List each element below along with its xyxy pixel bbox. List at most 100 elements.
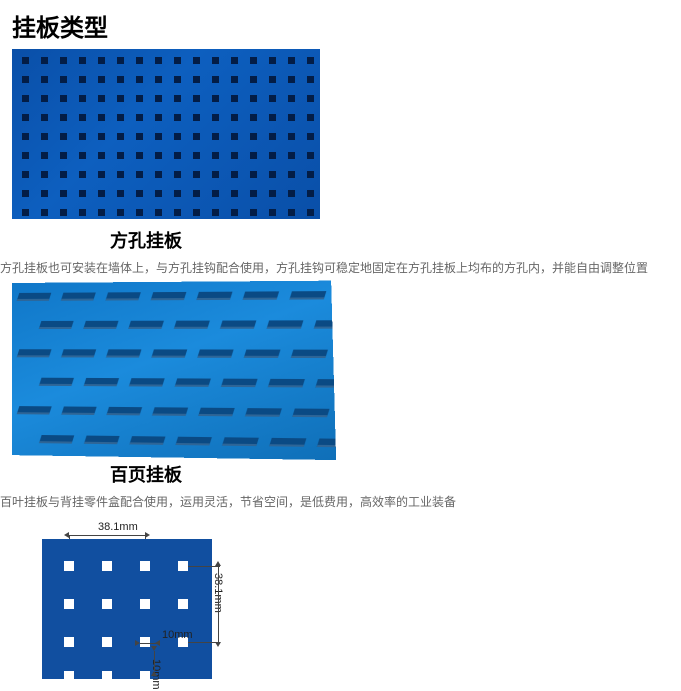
- square-hole: [288, 190, 295, 197]
- louver-slot: [17, 349, 52, 357]
- louver-slot: [39, 435, 74, 444]
- square-hole: [307, 171, 314, 178]
- square-hole: [60, 76, 67, 83]
- louver-slot: [317, 438, 336, 447]
- square-hole: [22, 171, 29, 178]
- square-hole: [60, 114, 67, 121]
- louver-slot: [289, 291, 326, 300]
- dim-hole: [140, 561, 150, 571]
- square-hole: [79, 95, 86, 102]
- square-hole: [155, 57, 162, 64]
- square-hole: [250, 57, 257, 64]
- louver-panel-slots: [12, 281, 336, 460]
- square-hole: [136, 76, 143, 83]
- square-hole: [41, 152, 48, 159]
- louver-slot: [291, 350, 328, 358]
- square-hole: [98, 95, 105, 102]
- square-hole: [22, 190, 29, 197]
- square-hole: [79, 114, 86, 121]
- louver-slot: [39, 321, 74, 329]
- square-hole: [60, 95, 67, 102]
- square-hole: [136, 57, 143, 64]
- louver-slot: [244, 350, 281, 358]
- square-hole: [307, 133, 314, 140]
- square-hole: [136, 133, 143, 140]
- square-hole: [231, 152, 238, 159]
- louver-slot: [106, 407, 142, 416]
- louver-panel-title: 百页挂板: [0, 453, 681, 493]
- square-panel-desc: 方孔挂板也可安装在墙体上，与方孔挂钩配合使用，方孔挂钩可稳定地固定在方孔挂板上均…: [0, 259, 681, 283]
- square-hole: [250, 152, 257, 159]
- square-hole: [41, 133, 48, 140]
- louver-slot: [106, 349, 142, 357]
- square-hole: [60, 133, 67, 140]
- square-hole: [155, 190, 162, 197]
- square-hole: [136, 95, 143, 102]
- louver-slot: [17, 293, 52, 301]
- louver-panel-desc: 百叶挂板与背挂零件盒配合使用，运用灵活，节省空间，是低费用，高效率的工业装备: [0, 493, 681, 517]
- louver-slot: [83, 321, 118, 329]
- square-hole: [231, 190, 238, 197]
- square-hole: [155, 76, 162, 83]
- square-hole: [79, 190, 86, 197]
- square-hole: [212, 171, 219, 178]
- dim-hole: [140, 637, 150, 647]
- louver-slot: [84, 436, 120, 445]
- louver-slot: [314, 320, 336, 328]
- louver-slot: [152, 407, 188, 416]
- square-hole: [79, 57, 86, 64]
- square-hole: [136, 190, 143, 197]
- square-hole: [212, 190, 219, 197]
- square-hole: [155, 133, 162, 140]
- square-hole: [269, 133, 276, 140]
- square-hole: [307, 95, 314, 102]
- square-hole: [79, 152, 86, 159]
- square-hole: [117, 95, 124, 102]
- square-hole: [22, 114, 29, 121]
- square-hole: [307, 114, 314, 121]
- dim-hole: [102, 637, 112, 647]
- square-hole: [250, 190, 257, 197]
- dim-hole: [64, 561, 74, 571]
- square-hole: [155, 209, 162, 216]
- square-hole: [98, 133, 105, 140]
- square-hole: [98, 152, 105, 159]
- square-hole: [22, 76, 29, 83]
- square-hole: [231, 133, 238, 140]
- louver-slot: [174, 321, 210, 329]
- square-hole: [250, 114, 257, 121]
- square-hole: [22, 57, 29, 64]
- square-hole: [41, 76, 48, 83]
- square-hole: [155, 114, 162, 121]
- square-hole: [231, 95, 238, 102]
- square-hole: [155, 171, 162, 178]
- square-hole: [250, 95, 257, 102]
- square-hole: [117, 209, 124, 216]
- square-hole: [98, 190, 105, 197]
- square-hole: [117, 190, 124, 197]
- square-hole: [231, 76, 238, 83]
- square-hole: [288, 133, 295, 140]
- square-hole: [193, 190, 200, 197]
- square-hole: [288, 114, 295, 121]
- square-hole: [193, 114, 200, 121]
- square-hole: [174, 114, 181, 121]
- louver-slot: [243, 291, 280, 299]
- square-hole: [193, 171, 200, 178]
- square-hole: [269, 171, 276, 178]
- square-hole: [117, 57, 124, 64]
- square-hole: [174, 209, 181, 216]
- louver-slot: [151, 292, 187, 300]
- louver-slot: [129, 378, 165, 386]
- square-panel-title: 方孔挂板: [0, 219, 681, 259]
- page-title: 挂板类型: [0, 0, 681, 49]
- dim-ext: [188, 566, 220, 567]
- square-hole: [212, 209, 219, 216]
- louver-slot: [197, 349, 233, 357]
- square-hole: [288, 95, 295, 102]
- louver-slot: [245, 408, 282, 417]
- square-hole: [41, 95, 48, 102]
- square-hole: [174, 76, 181, 83]
- square-hole: [79, 209, 86, 216]
- dim-line: [154, 651, 155, 671]
